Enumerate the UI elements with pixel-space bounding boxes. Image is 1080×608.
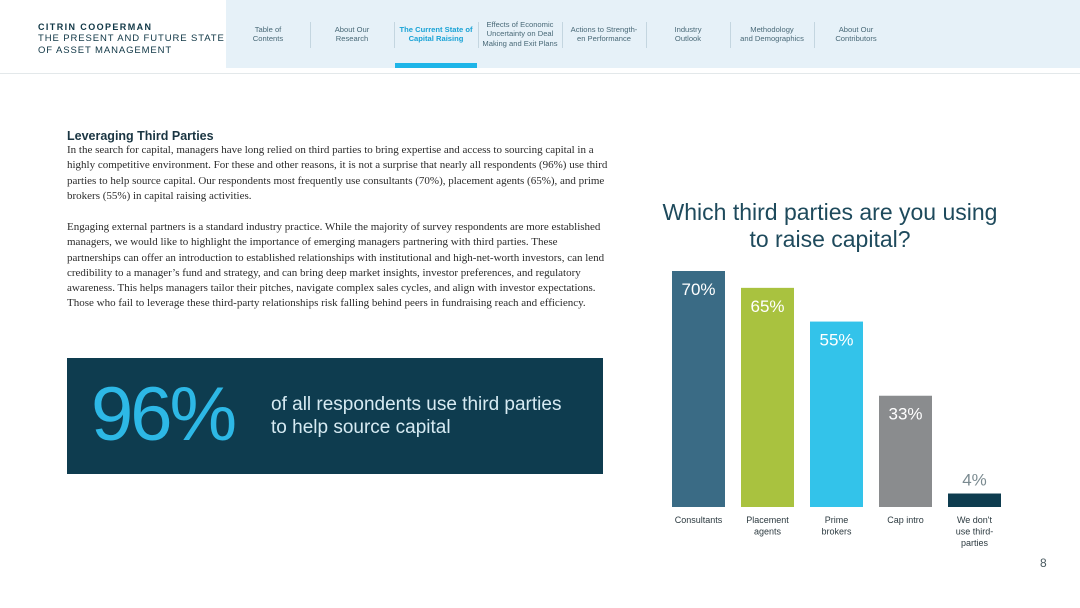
chart-title: Which third parties are you using to rai… <box>660 199 1000 253</box>
nav-label-line: Industry <box>674 25 701 34</box>
category-label: Consultants <box>675 515 723 525</box>
nav-item-about-our-contributors[interactable]: About Our Contributors <box>814 0 898 68</box>
nav-label-line: Outlook <box>675 34 701 43</box>
nav-item-effects-economic-uncertainty[interactable]: Effects of Economic Uncertainty on Deal Ma… <box>478 0 562 68</box>
callout-stat: 96% <box>91 372 234 458</box>
page-number: 8 <box>1040 556 1047 570</box>
nav-item-methodology-demographics[interactable]: Methodology and Demographics <box>730 0 814 68</box>
brand-subtitle-line2: OF ASSET MANAGEMENT <box>38 45 228 56</box>
nav-item-table-of-contents[interactable]: Table of Contents <box>226 0 310 68</box>
value-label: 70% <box>681 280 715 299</box>
header-divider <box>0 73 1080 74</box>
nav-label-line: Methodology <box>750 25 793 34</box>
value-label: 65% <box>750 297 784 316</box>
nav-item-current-state-capital-raising[interactable]: The Current State of Capital Raising <box>394 0 478 68</box>
nav-label-line: Contents <box>253 34 283 43</box>
category-label: parties <box>961 538 989 548</box>
category-label: Cap intro <box>887 515 924 525</box>
category-label: We don't <box>957 515 993 525</box>
category-label: use third- <box>956 527 994 537</box>
nav-item-about-our-research[interactable]: About Our Research <box>310 0 394 68</box>
value-label: 55% <box>819 331 853 350</box>
nav-label-line: Capital Raising <box>409 34 464 43</box>
brand-subtitle-line1: THE PRESENT AND FUTURE STATE <box>38 33 228 44</box>
nav-label-line: About Our <box>335 25 370 34</box>
body-paragraph-2: Engaging external partners is a standard… <box>67 220 612 312</box>
nav-label-line: Contributors <box>835 34 876 43</box>
top-nav: Table of Contents About Our Research The C… <box>226 0 1080 68</box>
body-paragraph-1: In the search for capital, managers have… <box>67 143 612 204</box>
nav-item-actions-strengthen-performance[interactable]: Actions to Strength-en Performance <box>562 0 646 68</box>
header: CITRIN COOPERMAN THE PRESENT AND FUTURE … <box>0 0 1080 70</box>
nav-label-line: About Our <box>839 25 874 34</box>
category-label: Prime <box>825 515 849 525</box>
callout-text: of all respondents use third parties to … <box>271 393 571 439</box>
brand-block: CITRIN COOPERMAN THE PRESENT AND FUTURE … <box>38 22 228 56</box>
bar-chart: 70% Consultants 65% Placement agents 55% Prime… <box>650 260 1010 560</box>
bar-placement-agents <box>741 288 794 507</box>
brand-name: CITRIN COOPERMAN <box>38 22 228 32</box>
nav-item-industry-outlook[interactable]: Industry Outlook <box>646 0 730 68</box>
nav-label-line: Actions to Strength- <box>571 25 638 34</box>
nav-label-line: Research <box>336 34 369 43</box>
nav-label-line: and Demographics <box>740 34 804 43</box>
nav-label-line: Table of <box>255 25 282 34</box>
category-label: brokers <box>821 527 852 537</box>
bar-we-don-t-use-third-parties <box>948 494 1001 507</box>
nav-label-line: en Performance <box>577 34 631 43</box>
category-label: Placement <box>746 515 789 525</box>
nav-label-line: The Current State of <box>400 25 473 34</box>
value-label: 33% <box>888 405 922 424</box>
category-label: agents <box>754 527 782 537</box>
stat-callout: 96% of all respondents use third parties… <box>67 358 603 474</box>
bar-consultants <box>672 271 725 507</box>
nav-label-line: Uncertainty on Deal <box>487 29 554 38</box>
value-label: 4% <box>962 471 987 490</box>
nav-label-line: Effects of Economic <box>487 20 554 29</box>
section-title: Leveraging Third Parties <box>67 129 214 143</box>
nav-label-line: Making and Exit Plans <box>482 39 557 48</box>
